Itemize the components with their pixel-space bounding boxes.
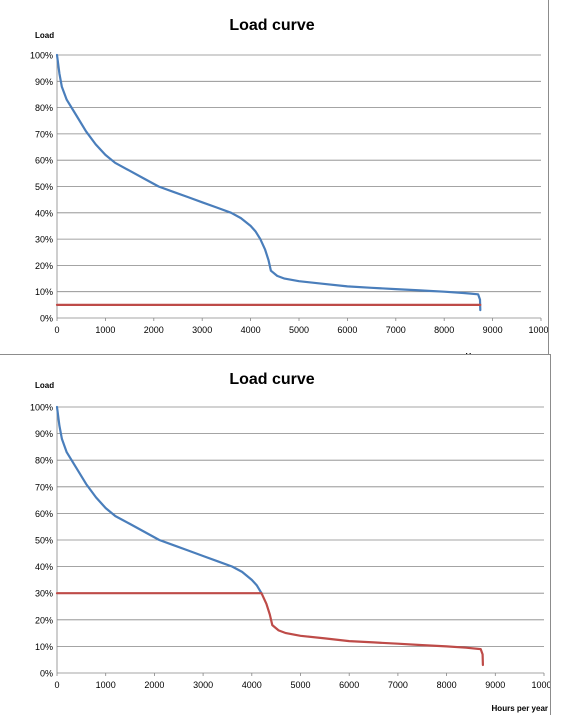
x-tick-label: 6000 [337, 325, 357, 335]
x-tick-label: 9000 [483, 325, 503, 335]
y-tick-label: 40% [35, 562, 53, 572]
y-tick-label: 70% [35, 129, 53, 139]
x-tick-label: 2000 [144, 325, 164, 335]
x-axis-label: Hours per year [466, 352, 522, 354]
x-tick-label: 0 [54, 680, 59, 690]
y-tick-label: 10% [35, 642, 53, 652]
y-tick-label: 70% [35, 482, 53, 492]
x-axis-label: Hours per year [492, 704, 548, 713]
x-tick-label: 7000 [386, 325, 406, 335]
x-tick-label: 2000 [144, 680, 164, 690]
x-tick-label: 3000 [192, 325, 212, 335]
series-line-1 [55, 53, 482, 312]
chart-svg: 0% 10% 20% 30% 40% 50% 60% 70% 80% 90% 100% 0 1000 20… [30, 17, 548, 354]
y-axis-label: Load [35, 381, 54, 390]
x-tick-label: 8000 [434, 325, 454, 335]
x-tick-label: 4000 [242, 680, 262, 690]
x-tick-label: 10000 [531, 680, 550, 690]
y-tick-label: 80% [35, 456, 53, 466]
y-tick-label: 90% [35, 77, 53, 87]
x-tick-label: 8000 [437, 680, 457, 690]
chart-title: Load curve [229, 17, 314, 34]
x-tick-label: 4000 [241, 325, 261, 335]
y-tick-label: 40% [35, 208, 53, 218]
y-tick-label: 50% [35, 536, 53, 546]
x-tick-label: 1000 [96, 680, 116, 690]
y-tick-label: 100% [30, 51, 53, 61]
x-tick-label: 10000 [528, 325, 548, 335]
series-line-1 [55, 405, 263, 595]
load-curve-chart-1: 0% 10% 20% 30% 40% 50% 60% 70% 80% 90% 100% 0 1000 20… [0, 0, 549, 355]
x-tick-label: 1000 [95, 325, 115, 335]
x-tick-label: 3000 [193, 680, 213, 690]
y-tick-label: 60% [35, 156, 53, 166]
x-tick-label: 0 [54, 325, 59, 335]
load-curve-chart-2: 0% 10% 20% 30% 40% 50% 60% 70% 80% 90% 100% 0 1000 20… [0, 354, 551, 715]
chart-title: Load curve [229, 371, 314, 388]
y-tick-label: 60% [35, 509, 53, 519]
series-line-2 [55, 592, 484, 667]
y-tick-label: 30% [35, 235, 53, 245]
y-tick-label: 100% [30, 403, 53, 413]
y-tick-label: 90% [35, 429, 53, 439]
y-tick-label: 80% [35, 103, 53, 113]
x-tick-label: 9000 [485, 680, 505, 690]
y-axis-label: Load [35, 31, 54, 40]
x-tick-label: 5000 [289, 325, 309, 335]
y-tick-label: 30% [35, 589, 53, 599]
y-tick-label: 10% [35, 287, 53, 297]
y-tick-label: 20% [35, 615, 53, 625]
y-tick-label: 50% [35, 182, 53, 192]
x-tick-label: 6000 [339, 680, 359, 690]
y-tick-label: 0% [40, 314, 53, 324]
x-tick-label: 7000 [388, 680, 408, 690]
chart-svg: 0% 10% 20% 30% 40% 50% 60% 70% 80% 90% 100% 0 1000 20… [30, 371, 550, 713]
y-tick-label: 20% [35, 261, 53, 271]
x-tick-label: 5000 [290, 680, 310, 690]
y-tick-label: 0% [40, 669, 53, 679]
